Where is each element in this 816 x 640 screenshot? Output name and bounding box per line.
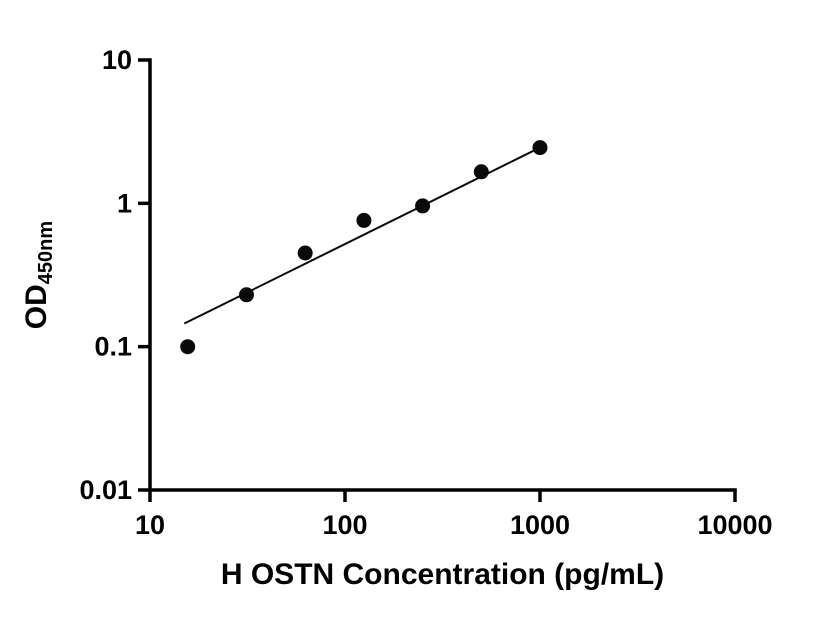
data-point (239, 287, 254, 303)
x-tick-label: 100 (322, 510, 367, 540)
data-point (532, 140, 548, 156)
x-tick-label: 10000 (697, 510, 772, 540)
y-tick-label: 0.01 (79, 475, 132, 505)
data-point (415, 198, 431, 214)
x-tick-label: 10 (135, 510, 165, 540)
data-point (180, 339, 196, 355)
data-point (356, 212, 372, 228)
y-axis-label-main: OD (20, 284, 53, 329)
y-tick-label: 0.1 (94, 332, 132, 362)
x-axis-label: H OSTN Concentration (pg/mL) (221, 558, 664, 591)
x-tick-label: 1000 (510, 510, 570, 540)
y-tick-label: 1 (117, 188, 132, 218)
data-point (473, 164, 489, 180)
y-axis-label-subscript: 450nm (35, 221, 57, 284)
y-axis-label: OD450nm (20, 221, 57, 329)
data-point (297, 245, 313, 261)
y-tick-label: 10 (102, 45, 132, 75)
